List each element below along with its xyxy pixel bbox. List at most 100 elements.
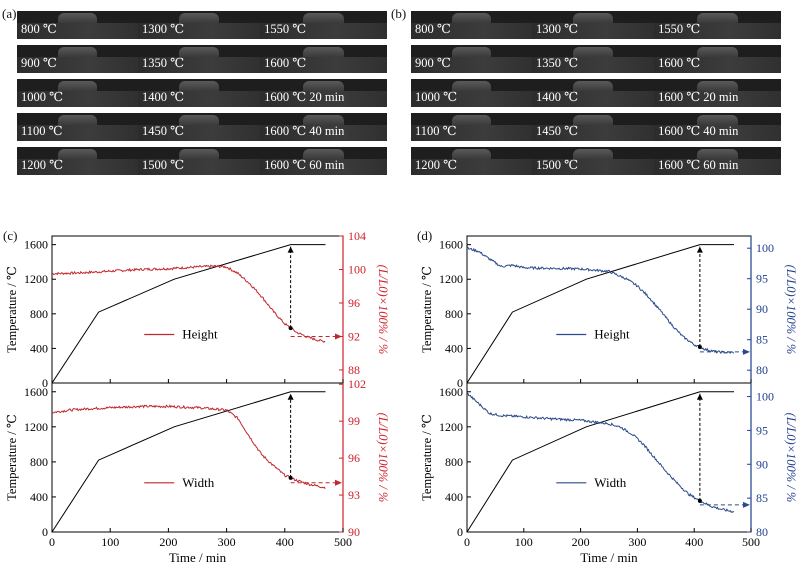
sample-body — [452, 115, 491, 125]
marker-dot — [288, 475, 293, 480]
y2-axis-title: (L/L0)×100% / % — [376, 265, 390, 355]
arrow-head-up — [696, 393, 703, 400]
sample-body — [573, 81, 613, 91]
temperature-label: 1600 ℃ 20 min — [658, 90, 739, 104]
x-tick-label: 400 — [685, 535, 703, 549]
arrow-head-right — [335, 479, 342, 486]
sample-base — [654, 159, 781, 175]
grid-a-strip-row-5: 1200 ℃ 1500 ℃ 1600 ℃ 60 min — [17, 147, 387, 175]
temperature-label: 900 ℃ — [21, 56, 57, 70]
y2-axis-title: (L/L0)×100% / % — [784, 265, 798, 355]
plot-d-bottom: 0 400 800 1200 1600 80 85 90 95 100 0 100 200 300 400 5… — [420, 382, 798, 565]
sample-base — [411, 91, 532, 107]
marker-dot — [288, 326, 293, 331]
sample-body — [179, 149, 219, 159]
temperature-label: 1600 ℃ — [264, 56, 307, 70]
y-tick-label: 400 — [445, 490, 463, 504]
temperature-label: 1000 ℃ — [415, 90, 458, 104]
legend-label: Height — [182, 326, 218, 341]
arrow-head-right — [335, 333, 342, 340]
x-tick-label: 0 — [49, 535, 55, 549]
legend-label: Width — [182, 475, 214, 490]
y-tick-label: 1200 — [24, 272, 48, 286]
sample-base — [137, 23, 261, 39]
y2-tick-label: 85 — [756, 491, 768, 505]
sample-body — [58, 81, 97, 91]
y-tick-label: 800 — [445, 307, 463, 321]
grid-a-sample-photo: 800 ℃ — [17, 11, 138, 39]
y2-tick-label: 95 — [756, 423, 768, 437]
grid-a-sample-photo: 1200 ℃ — [17, 147, 138, 175]
sample-body — [573, 149, 613, 159]
y2-tick-label: 96 — [348, 451, 360, 465]
sample-body — [179, 81, 219, 91]
temperature-label: 800 ℃ — [415, 22, 451, 36]
grid-b-sample-photo: 1600 ℃ 20 min — [654, 79, 781, 107]
grid-b-strip-row-1: 800 ℃ 1300 ℃ 1550 ℃ — [411, 11, 781, 39]
grid-b-strip-row-5: 1200 ℃ 1500 ℃ 1600 ℃ 60 min — [411, 147, 781, 175]
temperature-line — [466, 244, 734, 384]
y-tick-label: 0 — [457, 376, 463, 390]
arrow-head-up — [287, 393, 294, 400]
sample-body — [179, 13, 219, 23]
y2-tick-label: 102 — [348, 377, 366, 391]
sample-base — [260, 57, 387, 73]
sample-base — [531, 57, 655, 73]
marker-dot — [697, 498, 702, 503]
sample-base — [260, 91, 387, 107]
temperature-label: 1500 ℃ — [535, 158, 579, 172]
sample-body — [452, 13, 491, 23]
grid-a-sample-photo: 1000 ℃ — [17, 79, 138, 107]
ratio-series-line — [466, 392, 735, 513]
grid-a-sample-photo: 1600 ℃ 20 min — [260, 79, 387, 107]
temperature-label: 1350 ℃ — [141, 56, 185, 70]
sample-body — [697, 13, 738, 23]
grid-a-sample-photo: 1600 ℃ — [260, 45, 387, 73]
x-axis-label: Time / min — [169, 550, 227, 565]
x-tick-label: 500 — [334, 535, 352, 549]
y-tick-label: 800 — [30, 307, 48, 321]
sample-base — [17, 159, 138, 175]
panel-label-a: (a) — [2, 6, 17, 21]
grid-b-sample-photo: 800 ℃ — [411, 11, 532, 39]
sample-body — [452, 47, 491, 57]
y2-tick-label: 80 — [756, 363, 768, 377]
sample-base — [260, 23, 387, 39]
y-tick-label: 0 — [457, 525, 463, 539]
panel-label-d: (d) — [417, 228, 433, 243]
grid-a-sample-photo: 1500 ℃ — [137, 147, 261, 175]
sample-base — [531, 159, 655, 175]
grid-b-strip-row-2: 900 ℃ 1350 ℃ 1600 ℃ — [411, 45, 781, 73]
y-tick-label: 1600 — [24, 385, 48, 399]
temperature-label: 1200 ℃ — [21, 158, 64, 172]
sample-body — [303, 13, 344, 23]
grid-a-sample-photo: 1100 ℃ — [17, 113, 138, 141]
temperature-label: 1600 ℃ 40 min — [264, 124, 345, 138]
y2-tick-label: 100 — [348, 262, 366, 276]
y2-tick-label: 96 — [348, 296, 360, 310]
temperature-label: 1450 ℃ — [535, 124, 579, 138]
y2-axis-title: (L/L0)×100% / % — [784, 413, 798, 503]
sample-body — [58, 149, 97, 159]
sample-base — [17, 125, 138, 141]
plot-frame — [466, 235, 752, 384]
sample-body — [303, 115, 344, 125]
sample-body — [697, 149, 738, 159]
y2-tick-label: 100 — [756, 241, 774, 255]
arrow-head-right — [743, 501, 750, 508]
sample-body — [573, 115, 613, 125]
sample-base — [17, 23, 138, 39]
plot-frame — [51, 382, 344, 533]
arrow-head-right — [743, 348, 750, 355]
grid-b-strip-row-4: 1100 ℃ 1450 ℃ 1600 ℃ 40 min — [411, 113, 781, 141]
sample-base — [531, 125, 655, 141]
arrow-head-up — [696, 246, 703, 253]
temperature-label: 1100 ℃ — [415, 124, 457, 138]
marker-dot — [697, 345, 702, 350]
temperature-label: 1550 ℃ — [658, 22, 701, 36]
temperature-line — [51, 244, 326, 384]
y-tick-label: 1200 — [24, 420, 48, 434]
grid-a-strip-row-3: 1000 ℃ 1400 ℃ 1600 ℃ 20 min — [17, 79, 387, 107]
plot-frame — [466, 382, 752, 533]
